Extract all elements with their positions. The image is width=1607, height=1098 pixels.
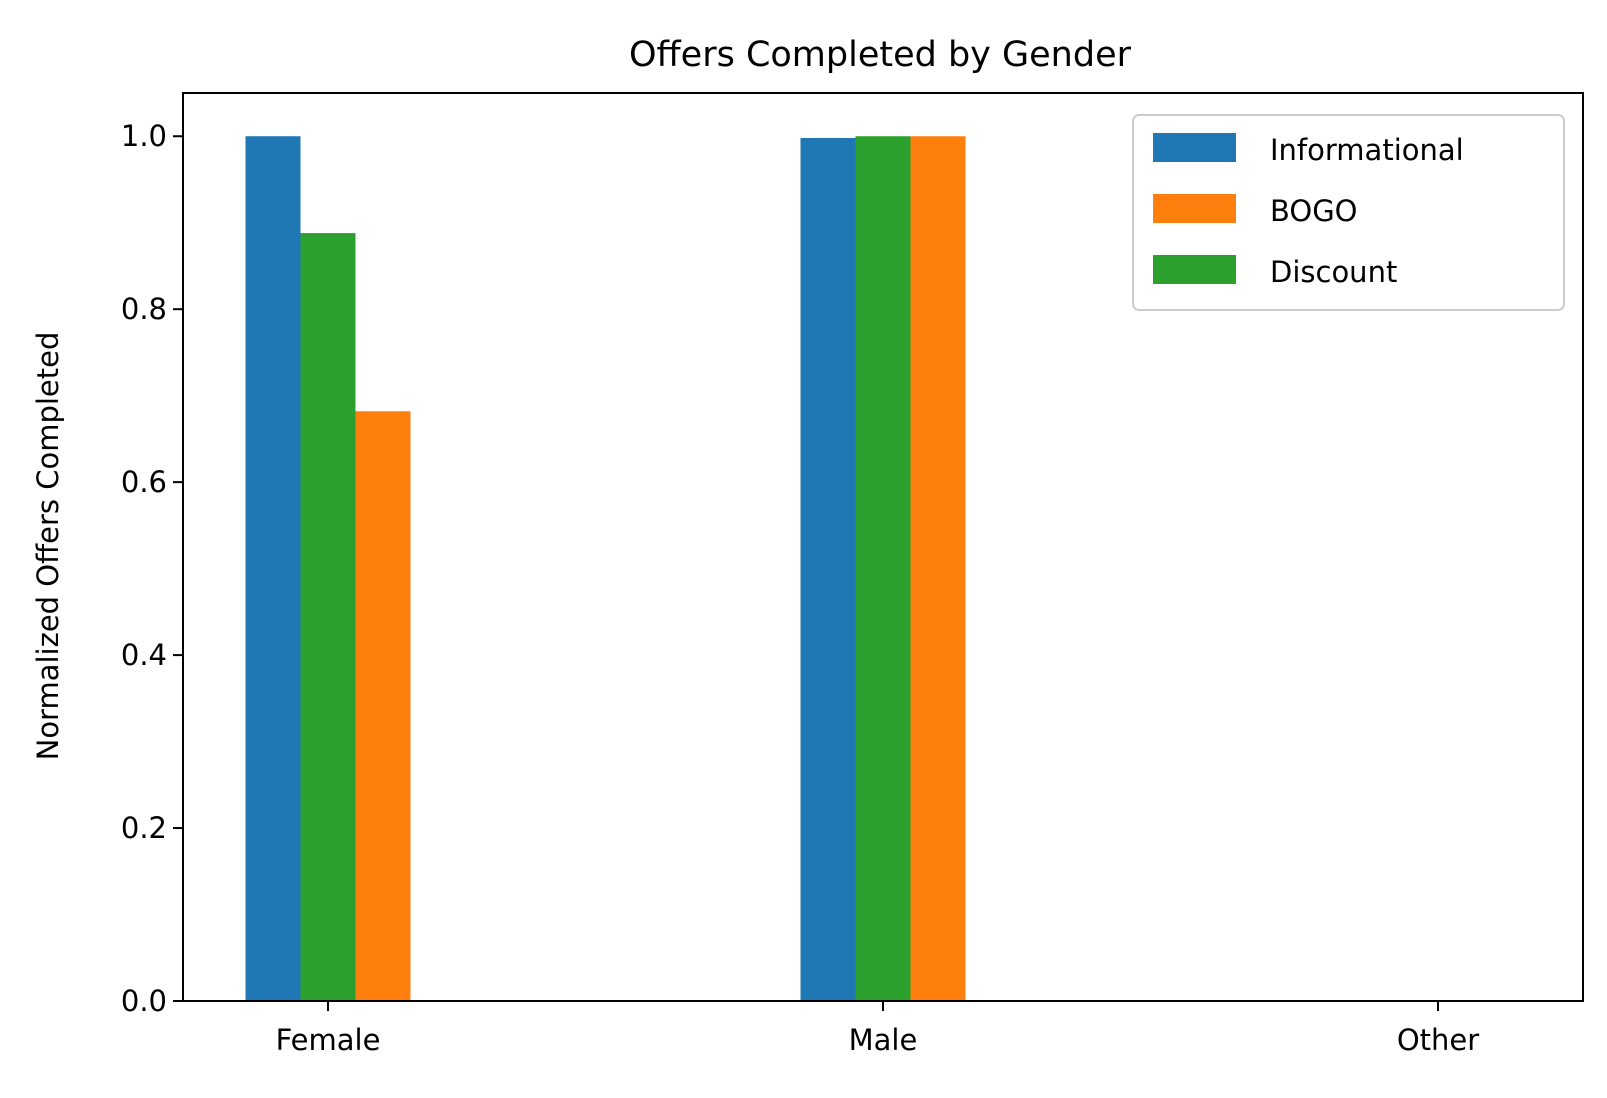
legend-label-informational: Informational xyxy=(1270,133,1464,167)
legend xyxy=(1132,114,1565,311)
legend-swatch-informational xyxy=(1153,133,1236,162)
x-tick-label: Female xyxy=(276,1023,381,1057)
legend-swatch-bogo xyxy=(1153,194,1236,223)
bar-discount-male xyxy=(855,136,911,1001)
y-tick-label: 1.0 xyxy=(121,119,167,153)
y-tick-label: 0.8 xyxy=(121,292,167,326)
chart-title: Offers Completed by Gender xyxy=(629,35,1132,75)
y-tick-label: 0.6 xyxy=(121,465,167,499)
y-axis-label: Normalized Offers Completed xyxy=(31,332,65,761)
legend-label-bogo: BOGO xyxy=(1270,194,1358,228)
legend-swatch-discount xyxy=(1153,255,1236,284)
y-tick-label: 0.0 xyxy=(121,984,167,1018)
legend-label-discount: Discount xyxy=(1270,255,1397,289)
bar-discount-female xyxy=(300,233,356,1001)
bar-informational-male xyxy=(800,137,856,1001)
bar-bogo-female xyxy=(355,411,411,1001)
bar-bogo-male xyxy=(910,136,966,1001)
bar-informational-female xyxy=(245,136,301,1001)
y-tick-label: 0.2 xyxy=(121,811,167,845)
x-tick-label: Other xyxy=(1397,1023,1479,1057)
x-tick-label: Male xyxy=(849,1023,918,1057)
y-tick-label: 0.4 xyxy=(121,638,167,672)
plot-frame xyxy=(182,92,1584,1002)
